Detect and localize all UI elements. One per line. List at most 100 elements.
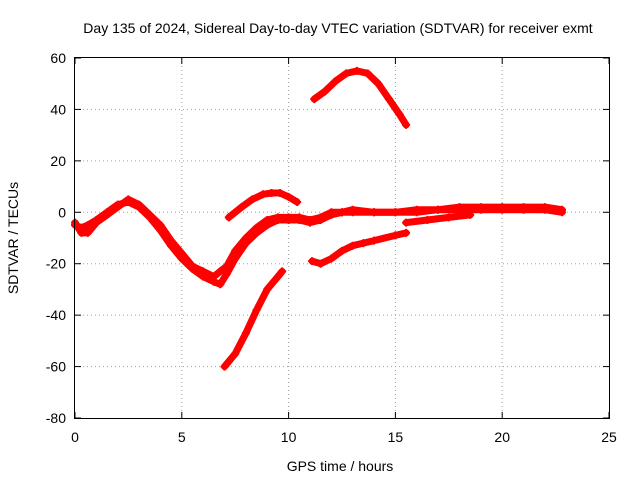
data-point [273,272,282,281]
data-point [276,189,285,197]
data-point [370,208,379,217]
data-point [540,203,549,212]
data-point [177,249,186,258]
data-point [124,195,133,204]
data-point [434,205,443,214]
data-point [222,262,231,271]
chart-title: Day 135 of 2024, Sidereal Day-to-day VTE… [83,20,592,36]
data-point [519,203,528,212]
data-point [209,272,218,281]
y-tick-label: -60 [46,359,66,375]
series-group [71,66,567,371]
data-point [263,216,272,224]
data-point [248,195,257,204]
y-tick-label: -80 [46,410,66,426]
data-point [216,280,225,289]
y-tick-label: 40 [50,101,66,117]
data-point [156,221,165,230]
data-point [466,210,475,219]
series-track-6 [308,229,410,268]
data-point [222,270,231,278]
data-point [241,234,250,242]
data-point [363,69,372,78]
y-axis-label: SDTVAR / TECUs [5,182,21,294]
data-point [558,205,567,214]
x-tick-label: 20 [494,429,510,445]
data-point [338,246,346,255]
y-tick-label: 20 [50,153,66,169]
data-point [402,218,411,227]
data-point [216,267,225,276]
data-point [338,208,346,217]
data-point [348,205,357,214]
data-point [327,208,336,217]
data-point [231,246,240,255]
data-point [359,239,368,248]
y-tick-label: -40 [46,307,66,323]
x-tick-label: 10 [281,429,297,445]
data-point [444,213,453,222]
data-point [423,216,432,224]
data-point [305,216,314,224]
x-tick-label: 5 [178,429,186,445]
data-point [476,203,485,212]
x-axis-label: GPS time / hours [287,458,394,474]
data-point [224,213,233,222]
y-tick-label: -20 [46,256,66,272]
data-point [241,329,250,338]
data-point [263,285,272,294]
data-point [284,213,293,222]
data-point [370,236,379,245]
data-point [199,267,208,276]
x-tick-label: 0 [71,429,79,445]
y-tick-label: 0 [58,204,66,220]
data-point [273,213,282,222]
data-point [103,210,112,219]
axis-ticks [74,57,610,419]
data-point [331,77,340,86]
data-point [135,200,144,209]
series-track-5 [221,267,286,371]
data-point [252,223,261,232]
data-point [352,66,361,75]
data-point [348,241,357,250]
data-point [498,203,507,212]
data-point [92,218,101,227]
data-point [391,208,400,217]
y-tick-label: 60 [50,50,66,66]
data-point [320,87,329,96]
data-point [295,213,304,222]
grid [75,58,609,418]
x-tick-label: 25 [601,429,617,445]
tick-labels: 0 5 10 15 20 25 -80 -60 -40 -20 0 20 40 60 [46,50,617,445]
x-tick-label: 15 [388,429,404,445]
data-point [412,205,421,214]
data-point [278,267,287,276]
data-point [293,198,302,206]
series-track-4 [310,67,410,129]
data-point [316,259,325,268]
data-point [267,189,276,197]
data-point [258,190,267,199]
data-point [167,236,176,245]
data-point [83,228,92,237]
data-point [145,210,154,219]
data-point [310,95,319,104]
data-point [391,231,400,240]
plot-frame [74,57,610,419]
series-track-7 [402,211,474,227]
data-point [188,262,197,271]
data-point [384,95,393,104]
data-point [231,349,240,358]
data-point [237,203,246,212]
data-point [374,79,383,88]
data-point [402,228,411,237]
data-point [402,120,411,129]
data-point [316,213,325,222]
data-point [455,203,464,212]
data-point [113,203,122,212]
data-point [252,306,261,314]
data-point [342,69,351,78]
data-point [395,110,404,119]
